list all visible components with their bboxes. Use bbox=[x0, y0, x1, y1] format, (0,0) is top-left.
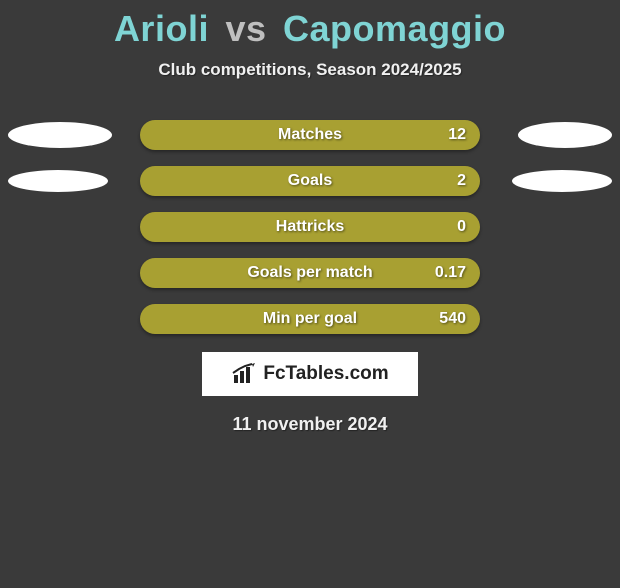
stat-bar: Goals 2 bbox=[140, 166, 480, 196]
stat-bar: Matches 12 bbox=[140, 120, 480, 150]
stat-bar: Min per goal 540 bbox=[140, 304, 480, 334]
logo-text: FcTables.com bbox=[263, 363, 388, 385]
stat-value: 540 bbox=[439, 310, 466, 328]
stat-label: Goals per match bbox=[247, 264, 372, 282]
stat-value: 0 bbox=[457, 218, 466, 236]
chart-icon bbox=[231, 363, 257, 385]
stat-value: 0.17 bbox=[435, 264, 466, 282]
stat-bar: Hattricks 0 bbox=[140, 212, 480, 242]
right-ellipse bbox=[512, 170, 612, 192]
right-ellipse bbox=[518, 122, 612, 148]
stat-row-goals: Goals 2 bbox=[0, 166, 620, 196]
left-ellipse bbox=[8, 122, 112, 148]
stat-label: Hattricks bbox=[276, 218, 344, 236]
page-title: Arioli vs Capomaggio bbox=[0, 8, 620, 50]
stat-label: Min per goal bbox=[263, 310, 357, 328]
stat-label: Goals bbox=[288, 172, 332, 190]
vs-text: vs bbox=[225, 8, 266, 49]
logo-box: FcTables.com bbox=[202, 352, 418, 396]
player2-name: Capomaggio bbox=[283, 8, 506, 49]
stat-label: Matches bbox=[278, 126, 342, 144]
stats-list: Matches 12 Goals 2 Hattricks 0 Goals per… bbox=[0, 120, 620, 334]
stat-row-matches: Matches 12 bbox=[0, 120, 620, 150]
stat-row-hattricks: Hattricks 0 bbox=[0, 212, 620, 242]
left-ellipse bbox=[8, 170, 108, 192]
stat-value: 12 bbox=[448, 126, 466, 144]
player1-name: Arioli bbox=[114, 8, 209, 49]
stat-row-min-per-goal: Min per goal 540 bbox=[0, 304, 620, 334]
stat-bar: Goals per match 0.17 bbox=[140, 258, 480, 288]
subtitle: Club competitions, Season 2024/2025 bbox=[0, 60, 620, 80]
stat-value: 2 bbox=[457, 172, 466, 190]
date-text: 11 november 2024 bbox=[0, 414, 620, 435]
stat-row-goals-per-match: Goals per match 0.17 bbox=[0, 258, 620, 288]
